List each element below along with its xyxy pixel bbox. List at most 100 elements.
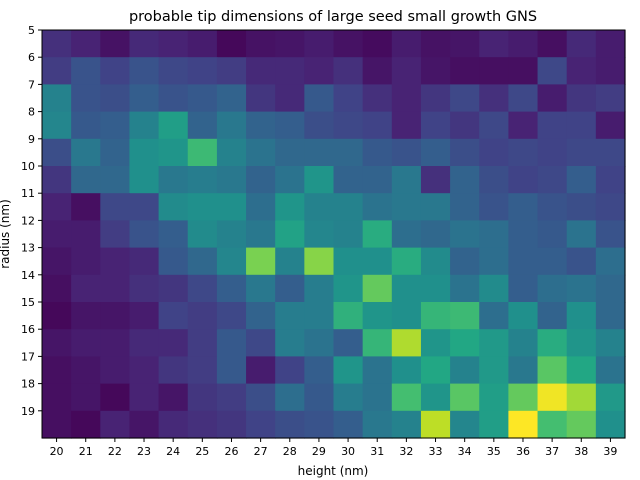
heatmap-cell xyxy=(304,383,335,412)
heatmap-cell xyxy=(508,57,539,85)
heatmap-cell xyxy=(333,220,364,249)
heatmap-cell xyxy=(158,356,189,385)
heatmap-cell xyxy=(333,329,364,357)
heatmap-cell xyxy=(187,166,218,194)
heatmap-cell xyxy=(450,302,480,330)
heatmap-cell xyxy=(537,247,568,276)
heatmap-cell xyxy=(537,329,568,357)
heatmap-cell xyxy=(362,193,393,221)
chart-title: probable tip dimensions of large seed sm… xyxy=(129,9,537,25)
heatmap-cell xyxy=(71,138,101,167)
heatmap-cell xyxy=(333,356,364,385)
heatmap-cell xyxy=(566,84,597,113)
heatmap-cell xyxy=(71,247,101,276)
heatmap-cell xyxy=(158,138,189,167)
heatmap-cell xyxy=(450,193,480,221)
heatmap-cell xyxy=(129,220,160,249)
heatmap-cell xyxy=(391,138,422,167)
heatmap-cell xyxy=(391,84,422,113)
heatmap-cell xyxy=(42,220,72,249)
heatmap-cell xyxy=(129,138,160,167)
heatmap-cell xyxy=(42,166,72,194)
heatmap-cell xyxy=(246,410,276,439)
heatmap-cell xyxy=(100,193,131,221)
heatmap-cell xyxy=(187,247,218,276)
heatmap-cell xyxy=(362,410,393,439)
heatmap-cell xyxy=(595,193,626,221)
heatmap-cell xyxy=(450,329,480,357)
heatmap-cell xyxy=(42,138,72,167)
heatmap-cell xyxy=(246,302,276,330)
heatmap-cell xyxy=(129,166,160,194)
heatmap-cell xyxy=(595,57,626,85)
x-axis-label: height (nm) xyxy=(298,464,369,478)
heatmap-cell xyxy=(187,84,218,113)
heatmap-cell xyxy=(216,166,247,194)
heatmap-cell xyxy=(158,383,189,412)
heatmap-cell xyxy=(100,383,131,412)
heatmap-cell xyxy=(333,274,364,303)
heatmap-cell xyxy=(420,111,451,140)
heatmap-cell xyxy=(595,138,626,167)
heatmap-cell xyxy=(275,30,305,58)
heatmap-cell xyxy=(71,356,101,385)
x-tick-label: 21 xyxy=(79,445,93,458)
heatmap-cell xyxy=(158,329,189,357)
heatmap-cell xyxy=(508,111,539,140)
heatmap-cell xyxy=(71,383,101,412)
heatmap-cell xyxy=(508,274,539,303)
heatmap-cell xyxy=(246,30,276,58)
heatmap-cell xyxy=(566,166,597,194)
heatmap-cell xyxy=(129,383,160,412)
heatmap-cell xyxy=(420,410,451,439)
heatmap-cell xyxy=(304,138,335,167)
heatmap-cell xyxy=(362,111,393,140)
y-tick-label: 7 xyxy=(28,78,35,91)
heatmap-cell xyxy=(100,302,131,330)
heatmap-cell xyxy=(566,302,597,330)
heatmap-cell xyxy=(420,193,451,221)
heatmap-cell xyxy=(246,220,276,249)
heatmap-cell xyxy=(450,274,480,303)
heatmap-cell xyxy=(450,247,480,276)
heatmap-cell xyxy=(246,274,276,303)
y-tick-label: 8 xyxy=(28,106,35,119)
heatmap-cell xyxy=(566,383,597,412)
heatmap-cell xyxy=(187,383,218,412)
heatmap-cell xyxy=(42,84,72,113)
heatmap-cell xyxy=(71,302,101,330)
heatmap-cell xyxy=(129,57,160,85)
x-tick-label: 31 xyxy=(370,445,384,458)
heatmap-cell xyxy=(508,356,539,385)
heatmap-cell xyxy=(129,111,160,140)
heatmap-cell xyxy=(304,410,335,439)
heatmap-cell xyxy=(566,274,597,303)
heatmap-cells xyxy=(42,30,626,439)
heatmap-cell xyxy=(246,138,276,167)
heatmap-cell xyxy=(100,138,131,167)
heatmap-cell xyxy=(42,302,72,330)
heatmap-cell xyxy=(391,410,422,439)
heatmap-cell xyxy=(187,410,218,439)
heatmap-cell xyxy=(479,166,509,194)
heatmap-cell xyxy=(479,84,509,113)
heatmap-cell xyxy=(420,274,451,303)
y-tick-label: 5 xyxy=(28,24,35,37)
x-tick-label: 30 xyxy=(341,445,355,458)
heatmap-cell xyxy=(508,138,539,167)
heatmap-cell xyxy=(595,247,626,276)
heatmap-cell xyxy=(216,57,247,85)
heatmap-cell xyxy=(129,329,160,357)
x-tick-label: 37 xyxy=(545,445,559,458)
heatmap-cell xyxy=(537,57,568,85)
heatmap-cell xyxy=(129,410,160,439)
heatmap-cell xyxy=(246,84,276,113)
heatmap-cell xyxy=(246,247,276,276)
heatmap-cell xyxy=(246,111,276,140)
heatmap-cell xyxy=(333,57,364,85)
heatmap-cell xyxy=(450,57,480,85)
heatmap-cell xyxy=(275,274,305,303)
heatmap-cell xyxy=(216,247,247,276)
heatmap-cell xyxy=(216,302,247,330)
heatmap-cell xyxy=(479,57,509,85)
